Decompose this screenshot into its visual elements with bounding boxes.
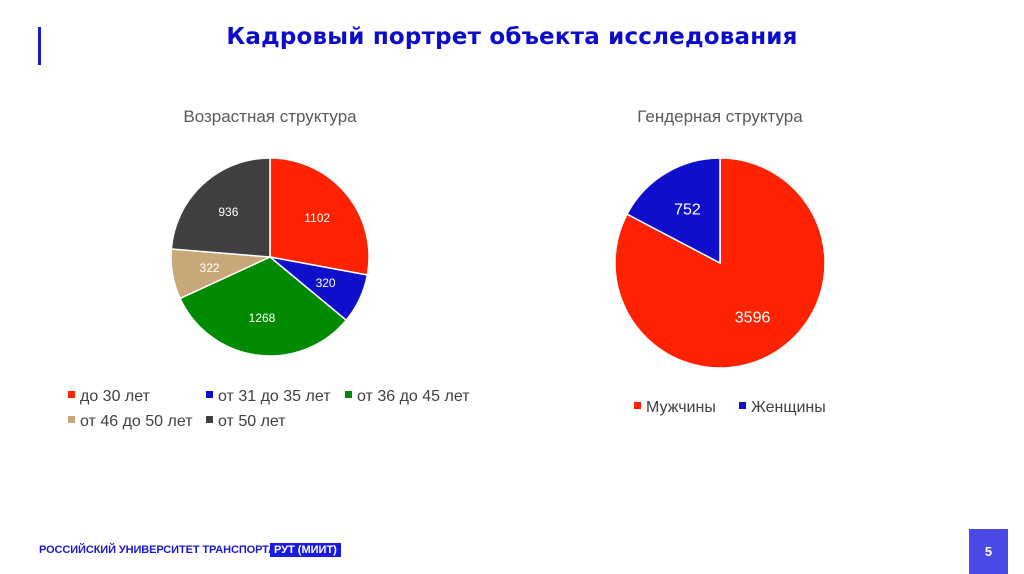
legend-swatch — [739, 402, 746, 410]
legend-swatch — [206, 416, 213, 424]
legend-swatch — [345, 391, 352, 399]
age-chart-title: Возрастная структура — [183, 107, 357, 126]
slice-data-label: 752 — [674, 202, 701, 219]
legend-item-under-30: до 30 лет — [68, 388, 150, 406]
legend-item-women: Женщины — [739, 399, 826, 417]
legend-label: от 50 лет — [218, 413, 286, 430]
page-number: 5 — [969, 529, 1008, 574]
slide-title: Кадровый портрет объекта исследования — [226, 24, 798, 50]
legend-label: Женщины — [751, 399, 826, 416]
legend-swatch — [68, 416, 75, 424]
legend-swatch — [634, 402, 641, 410]
pie-slice — [626, 157, 721, 265]
university-name: РОССИЙСКИЙ УНИВЕРСИТЕТ ТРАНСПОРТА — [39, 544, 276, 556]
slice-data-label: 1268 — [249, 311, 276, 325]
slice-data-label: 936 — [218, 205, 238, 219]
legend-swatch — [68, 391, 75, 399]
legend-label: от 36 до 45 лет — [357, 388, 470, 405]
gender-legend: Мужчины Женщины — [634, 399, 854, 423]
gender-pie-chart: 3596 752 — [614, 157, 826, 369]
legend-item-31-35: от 31 до 35 лет — [206, 388, 331, 406]
slice-data-label: 322 — [200, 261, 220, 275]
legend-label: от 46 до 50 лет — [80, 413, 193, 430]
legend-item-36-45: от 36 до 45 лет — [345, 388, 470, 406]
age-pie-chart: 1102 320 1268 322 936 — [170, 157, 370, 357]
pie-slice — [614, 157, 826, 369]
legend-label: от 31 до 35 лет — [218, 388, 331, 405]
legend-swatch — [206, 391, 213, 399]
university-badge: РУТ (МИИТ) — [270, 543, 341, 557]
slice-data-label: 3596 — [735, 310, 771, 327]
gender-chart-title: Гендерная структура — [637, 107, 803, 126]
legend-item-46-50: от 46 до 50 лет — [68, 413, 193, 431]
legend-item-men: Мужчины — [634, 399, 716, 417]
slice-data-label: 320 — [316, 276, 336, 290]
slice-data-label: 1102 — [304, 211, 330, 225]
pie-slice — [269, 157, 370, 276]
age-legend: до 30 лет от 31 до 35 лет от 36 до 45 ле… — [68, 388, 508, 438]
legend-label: Мужчины — [646, 399, 716, 416]
pie-slice — [179, 256, 348, 357]
legend-label: до 30 лет — [80, 388, 150, 405]
legend-item-over-50: от 50 лет — [206, 413, 286, 431]
pie-slice — [170, 157, 271, 258]
accent-bar — [38, 27, 41, 65]
